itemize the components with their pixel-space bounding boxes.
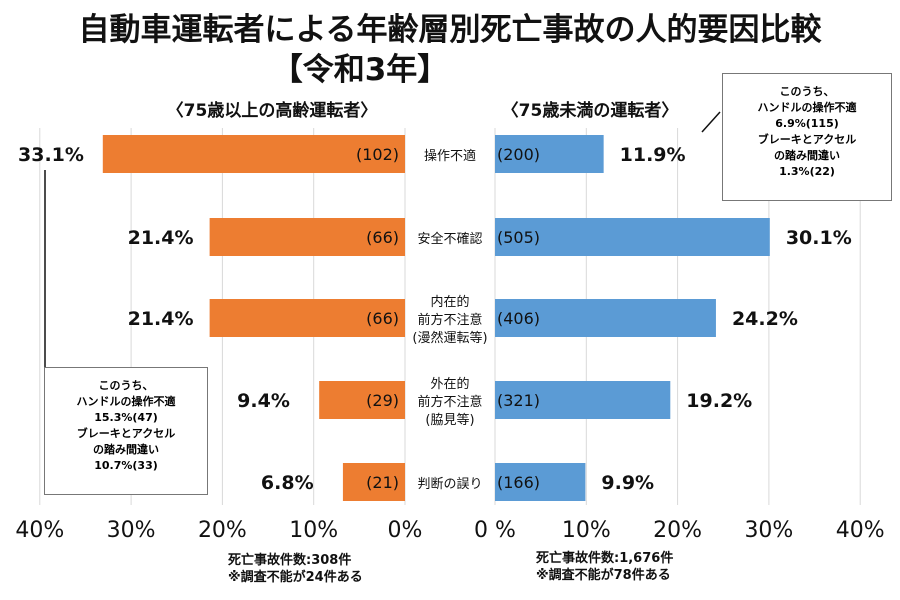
chart-title: 自動車運転者による年齢層別死亡事故の人的要因比較 (78, 12, 822, 48)
annotation-line: このうち、 (779, 85, 835, 98)
value-label-right: 30.1% (786, 227, 852, 249)
value-label-left: 9.4% (237, 390, 290, 412)
bar-left (342, 463, 405, 501)
left-tick-label: 0% (388, 518, 423, 543)
category-label: 外在的 (430, 376, 469, 392)
bar-right (495, 299, 716, 337)
value-label-right: 9.9% (601, 472, 654, 494)
category-label: (漫然運転等) (412, 330, 487, 346)
value-label-right: 11.9% (620, 144, 686, 166)
left-annotation-box: このうち、ハンドルの操作不適 15.3%(47) ブレーキとアクセル の踏み間違い 10… (44, 367, 208, 495)
right-tick-label: 20% (653, 518, 702, 543)
count-label-left: (102) (356, 145, 399, 164)
right-annotation-box: このうち、ハンドルの操作不適 6.9%(115) ブレーキとアクセル の踏み間違い 1.… (722, 73, 892, 201)
annotation-line: 6.9%(115) (775, 117, 839, 130)
left-note-line: ※調査不能が24件ある (228, 570, 363, 585)
bar-left (102, 135, 405, 173)
bar-left (209, 299, 405, 337)
category-label: 前方不注意 (417, 312, 482, 328)
value-label-left: 21.4% (128, 227, 194, 249)
annotation-line: 10.7%(33) (94, 459, 158, 472)
left-tick-label: 10% (289, 518, 338, 543)
annotation-line: 15.3%(47) (94, 411, 158, 424)
right-series-label: 〈75歳未満の運転者〉 (502, 100, 679, 121)
right-tick-label: 30% (744, 518, 793, 543)
count-label-right: (321) (497, 391, 540, 410)
left-tick-label: 20% (198, 518, 247, 543)
left-tick-label: 40% (15, 518, 64, 543)
bar-left (319, 381, 405, 419)
count-label-left: (66) (366, 228, 399, 247)
annotation-line: ハンドルの操作不適 (757, 101, 857, 114)
leader-line-right (701, 111, 721, 133)
left-series-label: 〈75歳以上の高齢運転者〉 (167, 100, 378, 121)
annotation-line: の踏み間違い (774, 149, 840, 162)
annotation-line: 1.3%(22) (779, 165, 835, 178)
chart-subtitle: 【令和3年】 (271, 52, 449, 88)
bar-right (495, 135, 604, 173)
annotation-line: ブレーキとアクセル (757, 133, 857, 146)
category-label: (脇見等) (425, 412, 474, 428)
category-label: 内在的 (430, 294, 469, 310)
value-label-right: 24.2% (732, 308, 798, 330)
right-tick-label: 10% (562, 518, 611, 543)
count-label-left: (21) (366, 473, 399, 492)
category-label: 前方不注意 (417, 394, 482, 410)
right-note-line: ※調査不能が78件ある (536, 568, 671, 583)
category-label: 操作不適 (424, 148, 476, 164)
category-label: 安全不確認 (417, 231, 482, 247)
bar-right (495, 218, 770, 256)
count-label-right: (505) (497, 228, 540, 247)
annotation-line: ブレーキとアクセル (76, 427, 176, 440)
right-note: 死亡事故件数:1,676件 ※調査不能が78件ある (536, 550, 673, 584)
right-tick-label: 0 % (474, 518, 516, 543)
value-label-left: 33.1% (18, 144, 84, 166)
count-label-left: (66) (366, 309, 399, 328)
right-tick-label: 40% (836, 518, 885, 543)
count-label-right: (166) (497, 473, 540, 492)
count-label-right: (406) (497, 309, 540, 328)
value-label-left: 21.4% (128, 308, 194, 330)
left-note: 死亡事故件数:308件 ※調査不能が24件ある (228, 552, 363, 586)
value-label-right: 19.2% (686, 390, 752, 412)
value-label-left: 6.8% (261, 472, 314, 494)
bar-right (495, 463, 586, 501)
annotation-line: ハンドルの操作不適 (76, 395, 176, 408)
count-label-right: (200) (497, 145, 540, 164)
left-tick-label: 30% (107, 518, 156, 543)
annotation-line: このうち、 (98, 379, 154, 392)
count-label-left: (29) (366, 391, 399, 410)
category-label: 判断の誤り (417, 476, 482, 492)
bar-left (209, 218, 405, 256)
annotation-line: の踏み間違い (93, 443, 159, 456)
right-note-line: 死亡事故件数:1,676件 (536, 551, 674, 566)
left-note-line: 死亡事故件数:308件 (228, 553, 352, 568)
bar-right (495, 381, 671, 419)
